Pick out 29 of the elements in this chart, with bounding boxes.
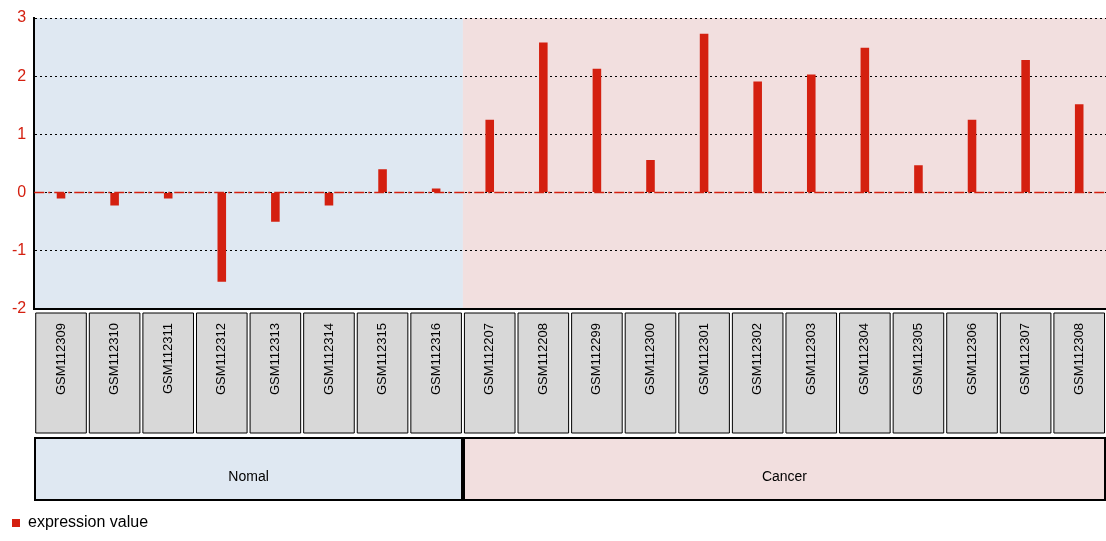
y-tick-label: 2 [17, 66, 27, 84]
x-tick-label: GSM112207 [481, 323, 497, 396]
x-tick-label: GSM112302 [749, 323, 765, 396]
text: Nomal [228, 468, 269, 484]
x-tick-label: GSM112301 [695, 323, 711, 396]
y-tick-label: -1 [11, 241, 27, 259]
x-tick-label: GSM112305 [910, 323, 926, 396]
x-tick-label: GSM112316 [427, 323, 443, 396]
y-tick-label: -2 [11, 299, 27, 317]
x-tick-label: GSM112303 [802, 323, 818, 396]
x-tick-label: GSM112308 [1070, 323, 1086, 396]
x-tick-label: GSM112300 [642, 323, 658, 396]
legend-label: expression value [28, 513, 149, 531]
x-tick-label: GSM112307 [1017, 323, 1033, 396]
x-tick-label: GSM112306 [963, 323, 979, 396]
x-tick-label: GSM112311 [159, 323, 175, 395]
x-tick-label: GSM112208 [534, 323, 550, 396]
x-tick-label: GSM112310 [106, 323, 122, 396]
text: Cancer [761, 468, 808, 484]
y-tick-label: 3 [17, 8, 27, 26]
x-tick-label: GSM112312 [213, 323, 229, 396]
x-tick-label: GSM112314 [320, 323, 336, 396]
y-tick-label: 1 [17, 124, 27, 142]
x-tick-label: GSM112299 [588, 323, 604, 396]
x-tick-label: GSM112309 [52, 323, 68, 396]
x-tick-label: GSM112304 [856, 323, 872, 396]
x-tick-label: GSM112313 [266, 323, 282, 396]
y-tick-label: 0 [17, 183, 27, 201]
x-tick-label: GSM112315 [374, 323, 390, 396]
